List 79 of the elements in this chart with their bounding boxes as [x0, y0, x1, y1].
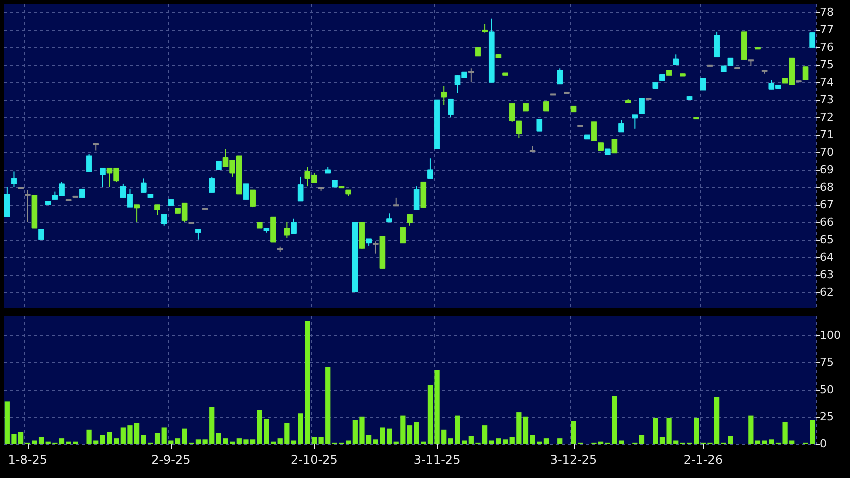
candlestick [291, 218, 297, 234]
candlestick [618, 120, 624, 133]
candlestick [250, 190, 256, 208]
candlestick [284, 222, 290, 239]
candlestick [372, 241, 379, 254]
candlestick [428, 158, 434, 180]
y-tick-label: 77 [820, 24, 834, 37]
candlestick [530, 146, 536, 153]
y-tick-label: 78 [820, 6, 834, 20]
bar [59, 438, 65, 444]
candlestick [536, 118, 543, 132]
y-tick-label: 66 [820, 216, 834, 229]
candlestick [673, 54, 680, 66]
bar [291, 440, 297, 444]
x-tick-label: 1-8-25 [8, 453, 48, 467]
x-tick-label: 3-12-25 [550, 453, 598, 467]
bar [748, 416, 754, 444]
candlestick [298, 176, 304, 202]
candlestick [100, 168, 106, 188]
y-tick-label: 50 [820, 383, 834, 396]
candlestick [700, 78, 706, 91]
y-tick-label: 75 [820, 58, 834, 72]
y-tick-label: 0 [820, 438, 827, 450]
candlestick [243, 183, 250, 200]
candlestick [714, 31, 720, 58]
x-tick-label: 2-1-26 [684, 453, 724, 467]
y-tick-label: 68 [820, 180, 834, 194]
candlestick [24, 190, 31, 223]
y-tick-label: 76 [820, 41, 834, 54]
y-tick-label: 72 [820, 111, 834, 124]
candlestick [11, 171, 18, 188]
y-tick-label: 67 [820, 198, 834, 212]
bar [544, 438, 550, 444]
candlestick [38, 228, 44, 240]
y-tick-label: 69 [820, 163, 834, 176]
y-tick-label: 25 [820, 410, 834, 424]
x-tick-label: 2-10-25 [291, 453, 338, 467]
candlestick [4, 186, 10, 218]
candlestick [810, 32, 816, 48]
y-tick-label: 64 [820, 250, 834, 264]
candlestick [448, 98, 454, 118]
x-tick-label: 2-9-25 [152, 453, 191, 467]
y-tick-label: 71 [820, 128, 834, 142]
candlestick [134, 204, 140, 223]
y-tick-label: 62 [820, 286, 834, 299]
bar [175, 438, 181, 444]
y-tick-label: 73 [820, 94, 834, 107]
candlestick [544, 101, 550, 112]
candlestick [639, 98, 645, 115]
candlestick [209, 176, 216, 194]
candlestick [86, 154, 92, 172]
y-tick-label: 74 [820, 76, 834, 90]
candlestick [632, 114, 638, 130]
bar [639, 435, 645, 444]
bar [407, 426, 413, 444]
y-tick-label: 63 [820, 268, 834, 282]
candlestick [557, 68, 564, 85]
candlestick [612, 138, 618, 154]
bar [653, 418, 658, 444]
bar [558, 438, 563, 444]
y-tick-label: 100 [820, 329, 841, 342]
candlestick [591, 121, 598, 142]
candlestick [154, 204, 160, 216]
bar [755, 440, 761, 444]
y-tick-label: 70 [820, 146, 834, 160]
candlestick [400, 227, 406, 244]
candlestick [161, 214, 168, 226]
candlestick [441, 86, 448, 106]
y-tick-label: 75 [820, 356, 834, 370]
candlestick [393, 197, 400, 207]
candlestick [802, 66, 809, 80]
candlestick [140, 178, 147, 194]
candlestick [407, 214, 413, 226]
bar [523, 416, 529, 444]
candlestick [468, 68, 474, 84]
x-tick-label: 3-11-25 [414, 453, 461, 467]
candlestick [196, 228, 202, 240]
y-tick-label: 65 [820, 233, 834, 246]
candlestick [414, 186, 420, 211]
